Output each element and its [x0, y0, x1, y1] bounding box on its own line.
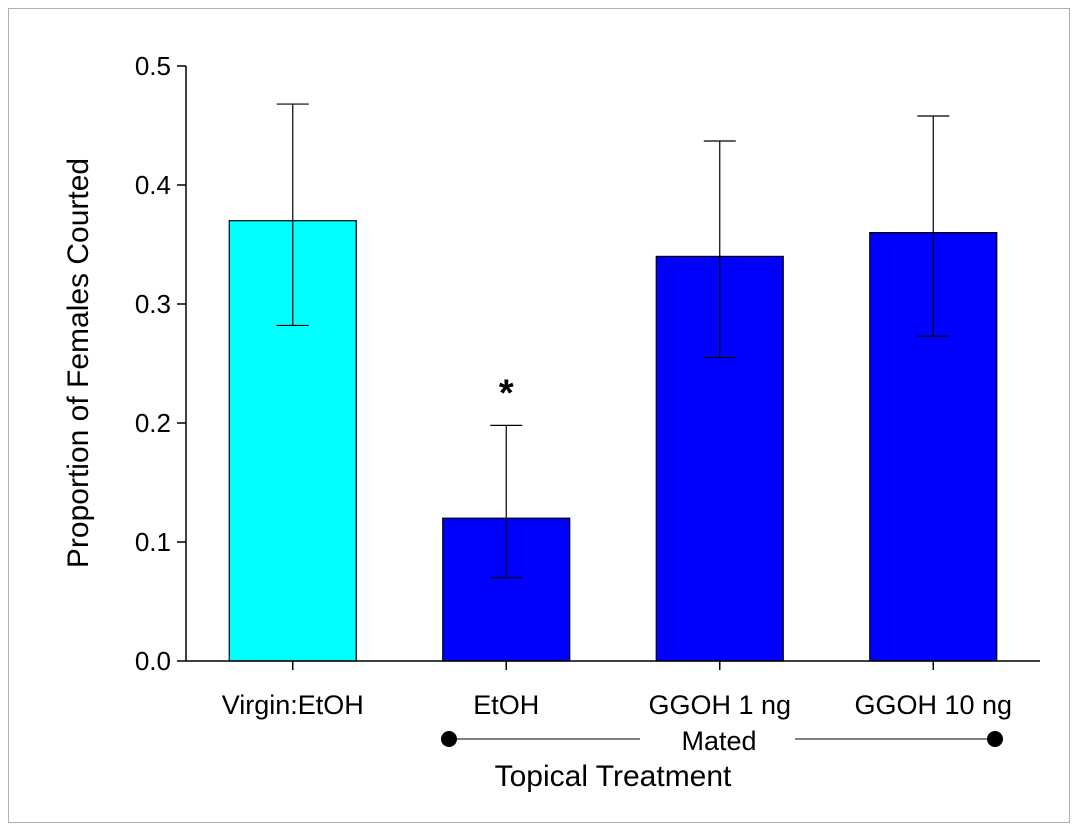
x-tick-label: EtOH — [473, 690, 539, 720]
x-tick-label: Virgin:EtOH — [222, 690, 364, 720]
y-tick-label: 0.2 — [135, 408, 171, 438]
error-bars-group — [276, 103, 950, 579]
bars-group — [228, 220, 998, 662]
y-tick-label: 0.4 — [135, 170, 171, 200]
x-tick-label: GGOH 1 ng — [648, 690, 791, 720]
y-tick-label: 0.5 — [135, 51, 171, 81]
x-ticks-group: Virgin:EtOH EtOH GGOH 1 ng GGOH 10 ng — [222, 661, 1012, 720]
x-tick-label: GGOH 10 ng — [854, 690, 1012, 720]
bracket-label: Mated — [681, 726, 756, 756]
x-axis-label: Topical Treatment — [495, 760, 732, 793]
y-tick-label: 0.3 — [135, 289, 171, 319]
significance-star: * — [499, 372, 514, 414]
figure-frame — [8, 8, 1070, 823]
annotations-group: * — [499, 372, 514, 414]
bracket-end-dot — [987, 731, 1003, 747]
y-ticks-group: 0.0 0.1 0.2 0.3 0.4 0.5 — [135, 51, 186, 676]
y-tick-label: 0.1 — [135, 527, 171, 557]
axes-group — [185, 66, 1040, 662]
y-tick-label: 0.0 — [135, 646, 171, 676]
mated-bracket: Mated — [441, 726, 1003, 756]
y-axis-label: Proportion of Females Courted — [62, 158, 95, 568]
